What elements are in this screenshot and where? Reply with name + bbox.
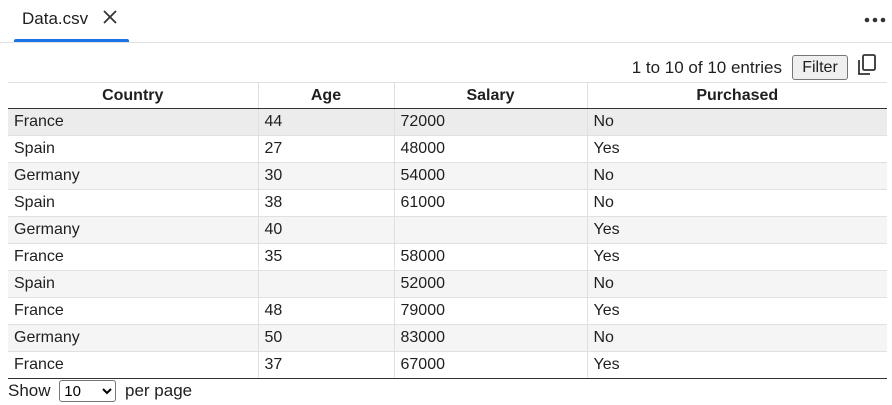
cell-age: 37	[258, 351, 395, 379]
pagination-footer: Show 10 per page	[8, 380, 192, 404]
more-horizontal-icon[interactable]	[862, 13, 888, 27]
cell-age: 30	[258, 162, 395, 190]
active-tab-indicator	[14, 39, 129, 42]
cell-country: Spain	[8, 189, 259, 217]
cell-age	[258, 270, 395, 298]
table-toolbar: 1 to 10 of 10 entries Filter	[0, 52, 892, 82]
cell-age: 44	[258, 108, 395, 136]
show-label: Show	[8, 381, 51, 400]
table-row: France 44 72000 No	[8, 108, 887, 136]
table-row: Germany 40 Yes	[8, 216, 887, 244]
table-row: France 48 79000 Yes	[8, 297, 887, 325]
cell-country: Germany	[8, 162, 259, 190]
per-page-label: per page	[125, 381, 193, 400]
cell-age: 35	[258, 243, 395, 271]
cell-salary: 72000	[394, 108, 588, 136]
cell-salary: 48000	[394, 135, 588, 163]
cell-country: France	[8, 108, 259, 136]
column-header-salary[interactable]: Salary	[394, 82, 588, 109]
column-header-purchased[interactable]: Purchased	[587, 82, 887, 109]
table-row: Germany 30 54000 No	[8, 162, 887, 190]
cell-age: 27	[258, 135, 395, 163]
cell-purchased: No	[587, 189, 887, 217]
cell-country: France	[8, 243, 259, 271]
cell-salary: 58000	[394, 243, 588, 271]
cell-purchased: No	[587, 162, 887, 190]
cell-country: Germany	[8, 216, 259, 244]
cell-country: France	[8, 351, 259, 379]
per-page-select[interactable]: 10	[59, 380, 117, 402]
cell-salary	[394, 216, 588, 244]
cell-purchased: Yes	[587, 135, 887, 163]
cell-age: 50	[258, 324, 395, 352]
table-row: Spain 38 61000 No	[8, 189, 887, 217]
table-row: Germany 50 83000 No	[8, 324, 887, 352]
filter-button[interactable]: Filter	[792, 55, 848, 80]
cell-purchased: No	[587, 270, 887, 298]
cell-purchased: Yes	[587, 297, 887, 325]
cell-salary: 61000	[394, 189, 588, 217]
tab-data-csv[interactable]: Data.csv	[14, 0, 129, 42]
cell-age: 48	[258, 297, 395, 325]
column-header-age[interactable]: Age	[258, 82, 395, 109]
cell-salary: 83000	[394, 324, 588, 352]
cell-salary: 52000	[394, 270, 588, 298]
table-row: Spain 27 48000 Yes	[8, 135, 887, 163]
cell-country: Spain	[8, 270, 259, 298]
cell-country: France	[8, 297, 259, 325]
tab-bar: Data.csv	[0, 0, 892, 43]
data-table: Country Age Salary Purchased France 44 7…	[8, 82, 887, 379]
copy-icon[interactable]	[856, 53, 878, 77]
entries-count: 1 to 10 of 10 entries	[631, 58, 782, 77]
cell-purchased: No	[587, 108, 887, 136]
table-row: Spain 52000 No	[8, 270, 887, 298]
close-icon[interactable]	[101, 8, 119, 26]
cell-purchased: Yes	[587, 216, 887, 244]
table-header-row: Country Age Salary Purchased	[8, 82, 887, 109]
cell-purchased: Yes	[587, 243, 887, 271]
cell-purchased: Yes	[587, 351, 887, 379]
cell-salary: 54000	[394, 162, 588, 190]
table-row: France 35 58000 Yes	[8, 243, 887, 271]
cell-age: 40	[258, 216, 395, 244]
cell-country: Germany	[8, 324, 259, 352]
cell-purchased: No	[587, 324, 887, 352]
tab-label: Data.csv	[22, 9, 89, 28]
cell-salary: 67000	[394, 351, 588, 379]
cell-age: 38	[258, 189, 395, 217]
table-row: France 37 67000 Yes	[8, 351, 887, 379]
cell-country: Spain	[8, 135, 259, 163]
cell-salary: 79000	[394, 297, 588, 325]
column-header-country[interactable]: Country	[8, 82, 259, 109]
